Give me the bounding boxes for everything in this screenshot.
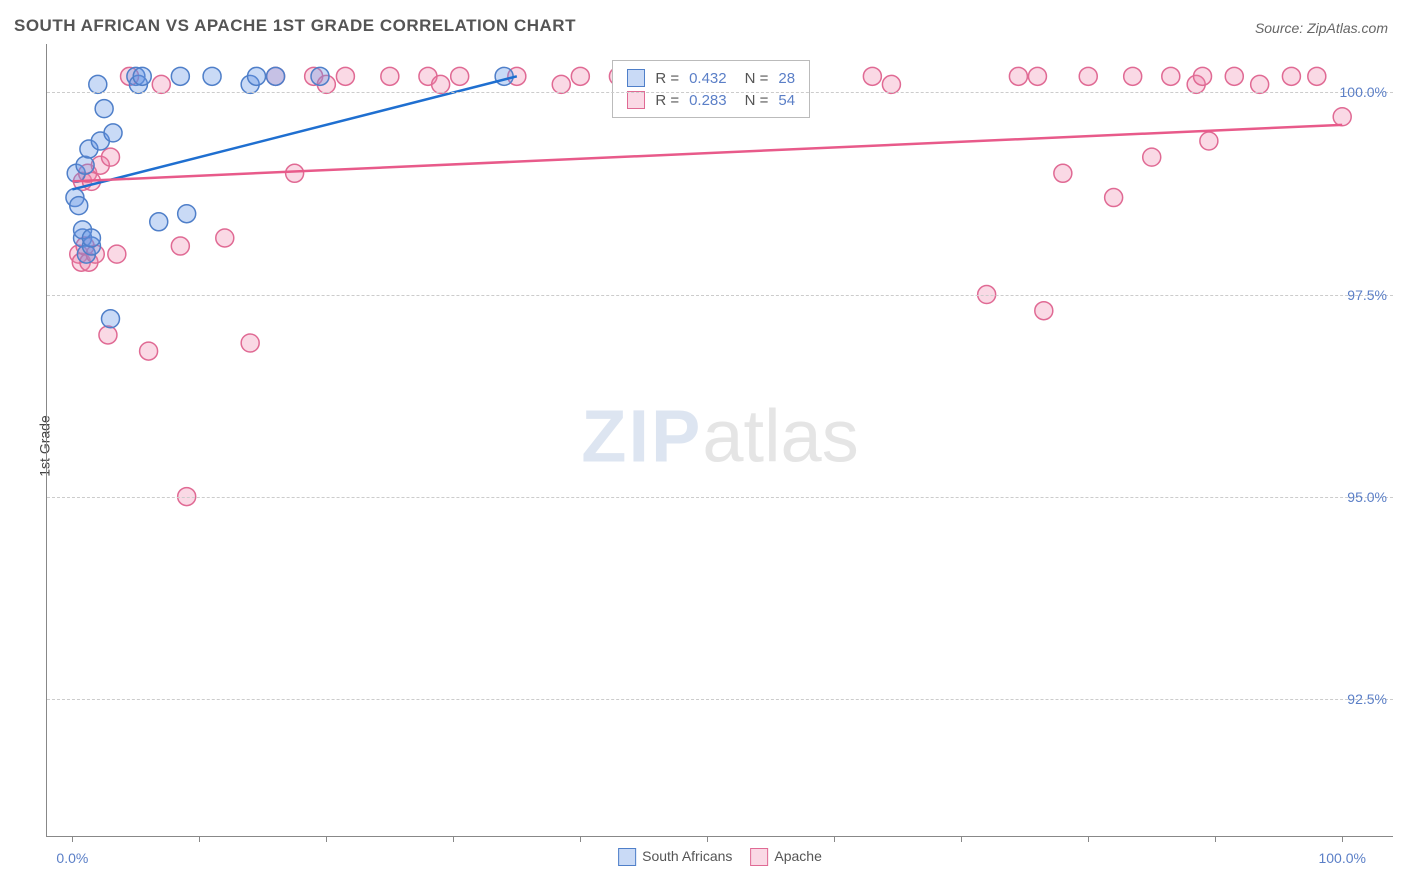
x-tick (1342, 836, 1343, 842)
data-point (152, 75, 170, 93)
data-point (1251, 75, 1269, 93)
legend-item: Apache (750, 848, 821, 866)
plot-area: ZIPatlas R = 0.432N = 28R = 0.283N = 54 … (46, 44, 1393, 837)
data-point (311, 67, 329, 85)
data-point (203, 67, 221, 85)
x-tick (326, 836, 327, 842)
chart-container: SOUTH AFRICAN VS APACHE 1ST GRADE CORREL… (0, 0, 1406, 892)
stats-legend-box: R = 0.432 N = 28 R = 0.283 N = 54 (612, 60, 810, 118)
data-point (552, 75, 570, 93)
stats-n-value: 54 (778, 92, 795, 109)
data-point (571, 67, 589, 85)
data-point (1124, 67, 1142, 85)
data-point (1143, 148, 1161, 166)
data-point (432, 75, 450, 93)
data-point (95, 100, 113, 118)
x-tick (580, 836, 581, 842)
data-point (101, 148, 119, 166)
data-point (495, 67, 513, 85)
stats-r-label: R = (655, 70, 679, 87)
data-point (1282, 67, 1300, 85)
data-point (108, 245, 126, 263)
data-point (133, 67, 151, 85)
data-point (1105, 189, 1123, 207)
data-point (171, 237, 189, 255)
x-tick (834, 836, 835, 842)
x-tick (199, 836, 200, 842)
stats-r-value: 0.432 (689, 70, 727, 87)
data-point (286, 164, 304, 182)
legend-label: Apache (774, 848, 821, 864)
data-point (1079, 67, 1097, 85)
x-tick (453, 836, 454, 842)
x-tick-label: 0.0% (56, 850, 88, 866)
chart-svg (47, 44, 1393, 836)
x-tick (72, 836, 73, 842)
legend-item: South Africans (618, 848, 732, 866)
data-point (1308, 67, 1326, 85)
data-point (70, 197, 88, 215)
data-point (104, 124, 122, 142)
stats-n-label: N = (745, 70, 769, 87)
data-point (140, 342, 158, 360)
data-point (1028, 67, 1046, 85)
legend-swatch-icon (618, 848, 636, 866)
chart-title: SOUTH AFRICAN VS APACHE 1ST GRADE CORREL… (14, 16, 576, 36)
stats-n-value: 28 (778, 70, 795, 87)
x-tick (1215, 836, 1216, 842)
stats-row: R = 0.432 N = 28 (627, 67, 795, 89)
x-tick (1088, 836, 1089, 842)
data-point (241, 334, 259, 352)
legend-swatch-icon (627, 69, 645, 87)
legend-swatch-icon (627, 91, 645, 109)
y-tick-label: 97.5% (1347, 287, 1387, 303)
gridline-h (47, 699, 1393, 700)
legend-label: South Africans (642, 848, 732, 864)
data-point (99, 326, 117, 344)
data-point (1333, 108, 1351, 126)
stats-r-value: 0.283 (689, 92, 727, 109)
data-point (381, 67, 399, 85)
x-tick (707, 836, 708, 842)
data-point (89, 75, 107, 93)
data-point (267, 67, 285, 85)
data-point (1194, 67, 1212, 85)
data-point (101, 310, 119, 328)
data-point (863, 67, 881, 85)
x-tick-label: 100.0% (1318, 850, 1365, 866)
data-point (1035, 302, 1053, 320)
data-point (216, 229, 234, 247)
y-tick-label: 95.0% (1347, 489, 1387, 505)
gridline-h (47, 92, 1393, 93)
data-point (76, 156, 94, 174)
stats-r-label: R = (655, 92, 679, 109)
y-tick-label: 92.5% (1347, 691, 1387, 707)
x-tick (961, 836, 962, 842)
data-point (171, 67, 189, 85)
data-point (178, 205, 196, 223)
bottom-legend: South Africans Apache (618, 848, 822, 866)
data-point (1054, 164, 1072, 182)
data-point (150, 213, 168, 231)
data-point (336, 67, 354, 85)
data-point (248, 67, 266, 85)
data-point (882, 75, 900, 93)
data-point (82, 229, 100, 247)
y-tick-label: 100.0% (1340, 84, 1387, 100)
data-point (451, 67, 469, 85)
data-point (1162, 67, 1180, 85)
source-attribution: Source: ZipAtlas.com (1255, 20, 1388, 36)
gridline-h (47, 295, 1393, 296)
data-point (1225, 67, 1243, 85)
legend-swatch-icon (750, 848, 768, 866)
data-point (1200, 132, 1218, 150)
stats-n-label: N = (745, 92, 769, 109)
gridline-h (47, 497, 1393, 498)
data-point (1009, 67, 1027, 85)
